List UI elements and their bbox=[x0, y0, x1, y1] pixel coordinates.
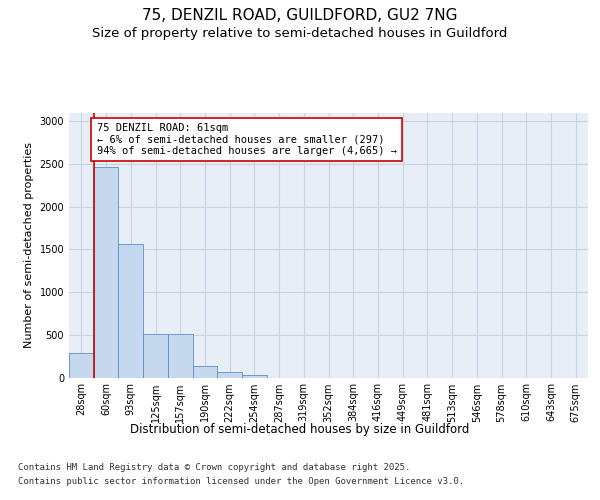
Bar bbox=[242, 375, 267, 378]
Text: Size of property relative to semi-detached houses in Guildford: Size of property relative to semi-detach… bbox=[92, 28, 508, 40]
Text: 75 DENZIL ROAD: 61sqm
← 6% of semi-detached houses are smaller (297)
94% of semi: 75 DENZIL ROAD: 61sqm ← 6% of semi-detac… bbox=[97, 123, 397, 156]
Y-axis label: Number of semi-detached properties: Number of semi-detached properties bbox=[24, 142, 34, 348]
Bar bbox=[193, 366, 217, 378]
Bar bbox=[69, 352, 94, 378]
Bar bbox=[168, 334, 193, 378]
Text: 75, DENZIL ROAD, GUILDFORD, GU2 7NG: 75, DENZIL ROAD, GUILDFORD, GU2 7NG bbox=[142, 8, 458, 22]
Bar bbox=[217, 372, 242, 378]
Text: Contains HM Land Registry data © Crown copyright and database right 2025.: Contains HM Land Registry data © Crown c… bbox=[18, 462, 410, 471]
Text: Distribution of semi-detached houses by size in Guildford: Distribution of semi-detached houses by … bbox=[130, 422, 470, 436]
Bar bbox=[94, 167, 118, 378]
Text: Contains public sector information licensed under the Open Government Licence v3: Contains public sector information licen… bbox=[18, 478, 464, 486]
Bar bbox=[143, 334, 168, 378]
Bar bbox=[118, 244, 143, 378]
